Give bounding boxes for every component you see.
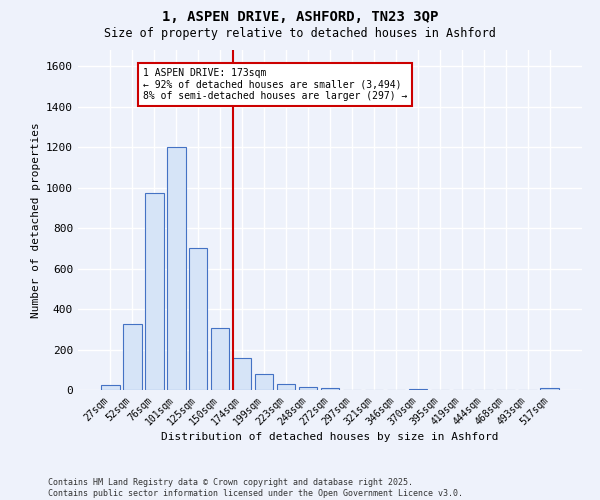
Bar (233, 358, 251, 390)
X-axis label: Distribution of detached houses by size in Ashford: Distribution of detached houses by size … (161, 432, 499, 442)
Bar (189, 248, 208, 390)
Bar (409, 389, 427, 390)
Y-axis label: Number of detached properties: Number of detached properties (31, 122, 41, 318)
Bar (211, 328, 229, 390)
Bar (255, 374, 274, 390)
Bar (167, 147, 185, 390)
Text: Contains HM Land Registry data © Crown copyright and database right 2025.
Contai: Contains HM Land Registry data © Crown c… (48, 478, 463, 498)
Text: 1, ASPEN DRIVE, ASHFORD, TN23 3QP: 1, ASPEN DRIVE, ASHFORD, TN23 3QP (162, 10, 438, 24)
Bar (123, 324, 142, 390)
Text: 1 ASPEN DRIVE: 173sqm
← 92% of detached houses are smaller (3,494)
8% of semi-de: 1 ASPEN DRIVE: 173sqm ← 92% of detached … (143, 68, 407, 102)
Bar (320, 388, 340, 390)
Bar (101, 385, 119, 390)
Bar (299, 387, 317, 390)
Bar (277, 384, 295, 390)
Bar (145, 192, 164, 390)
Text: Size of property relative to detached houses in Ashford: Size of property relative to detached ho… (104, 28, 496, 40)
Bar (541, 388, 559, 390)
